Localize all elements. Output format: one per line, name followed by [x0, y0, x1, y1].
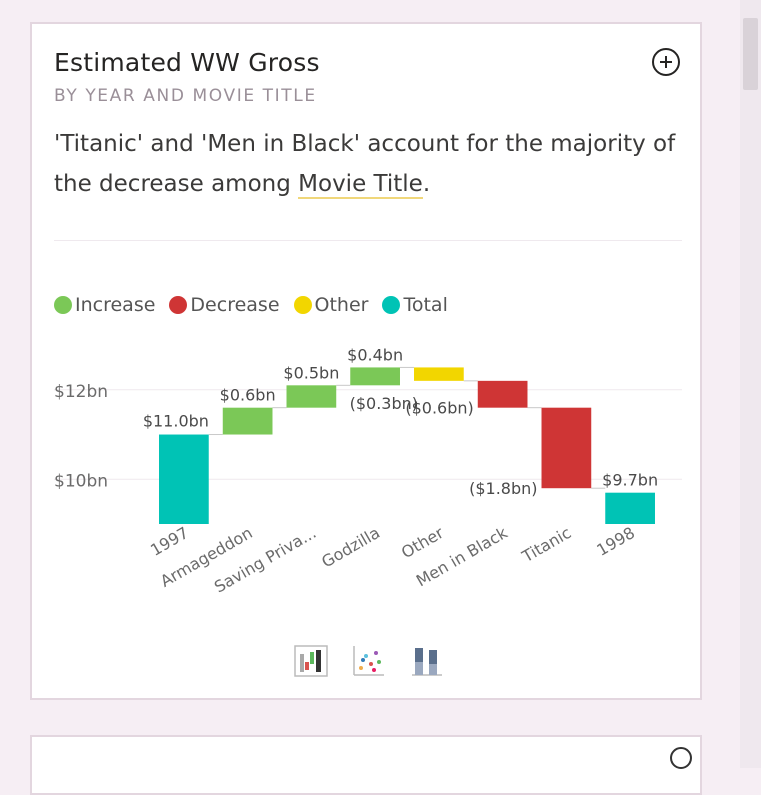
- data-label: ($0.6bn): [405, 399, 473, 418]
- x-tick-label: 1997: [147, 523, 192, 560]
- legend-swatch-increase: [54, 296, 72, 314]
- insight-link-movie-title[interactable]: Movie Title: [298, 171, 423, 199]
- x-tick-label: 1998: [593, 523, 638, 560]
- bar-saving-priva-: [286, 385, 337, 408]
- legend-swatch-other: [293, 296, 312, 314]
- legend-label-increase: Increase: [75, 294, 156, 316]
- bar-titanic: [541, 407, 592, 489]
- legend-item-other: Other: [293, 294, 369, 316]
- bar-armageddon: [222, 407, 273, 435]
- data-label: ($0.3bn): [350, 394, 418, 413]
- expand-plus-icon[interactable]: [652, 48, 680, 76]
- legend-label-decrease: Decrease: [190, 294, 280, 316]
- data-label: $0.5bn: [283, 363, 339, 382]
- expand-plus-icon-secondary[interactable]: [670, 747, 692, 769]
- data-label: $0.4bn: [347, 345, 403, 364]
- data-label: ($1.8bn): [469, 479, 537, 498]
- scatter-chart-icon[interactable]: [352, 644, 386, 678]
- y-tick-label: $10bn: [54, 471, 108, 491]
- next-insight-card: [30, 735, 702, 795]
- insight-text-body: 'Titanic' and 'Men in Black' account for…: [54, 131, 676, 197]
- x-tick-label: Titanic: [518, 523, 574, 567]
- bar-1997: [159, 434, 209, 524]
- waterfall-chart: $10bn $12bn $11.0bn $0.6bn $0.5bn $0.4bn ($0.3…: [54, 345, 682, 597]
- bar-men-in-black: [477, 380, 528, 408]
- x-tick-label: Godzilla: [318, 523, 383, 571]
- data-label: $11.0bn: [143, 412, 209, 431]
- legend-swatch-total: [382, 296, 401, 314]
- insight-text: 'Titanic' and 'Men in Black' account for…: [54, 124, 684, 204]
- legend-item-increase: Increase: [54, 294, 155, 316]
- bar-godzilla: [350, 367, 400, 386]
- insight-card: Estimated WW Gross BY YEAR AND MOVIE TIT…: [30, 22, 702, 700]
- visualization-switcher: [294, 644, 444, 678]
- legend-label-other: Other: [314, 294, 369, 316]
- scrollbar-track[interactable]: [740, 0, 761, 768]
- waterfall-chart-icon[interactable]: [294, 644, 328, 678]
- scrollbar-thumb[interactable]: [743, 18, 758, 90]
- bar-1998: [605, 492, 655, 524]
- card-title: Estimated WW Gross: [54, 48, 320, 77]
- legend-item-total: Total: [382, 294, 448, 316]
- legend-label-total: Total: [403, 294, 448, 316]
- bar-other: [414, 367, 464, 381]
- legend-swatch-decrease: [169, 296, 188, 314]
- data-label: $0.6bn: [220, 386, 276, 405]
- divider: [54, 240, 682, 241]
- data-label: $9.7bn: [602, 471, 658, 490]
- chart-legend: Increase Decrease Other Total: [54, 294, 448, 316]
- card-subtitle: BY YEAR AND MOVIE TITLE: [54, 86, 317, 106]
- y-tick-label: $12bn: [54, 382, 108, 402]
- column-chart-icon[interactable]: [410, 644, 444, 678]
- x-tick-label: Other: [398, 523, 447, 562]
- insight-text-end: .: [422, 171, 431, 197]
- legend-item-decrease: Decrease: [169, 294, 280, 316]
